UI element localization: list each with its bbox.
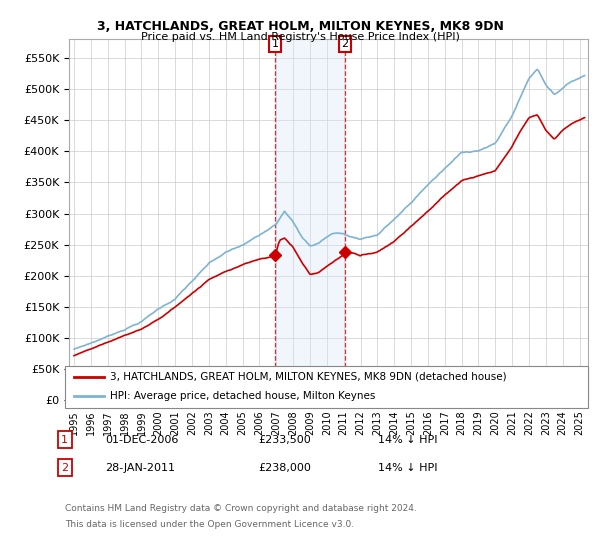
Text: 14% ↓ HPI: 14% ↓ HPI xyxy=(378,435,437,445)
Text: HPI: Average price, detached house, Milton Keynes: HPI: Average price, detached house, Milt… xyxy=(110,391,375,402)
Text: 01-DEC-2006: 01-DEC-2006 xyxy=(105,435,178,445)
Text: 3, HATCHLANDS, GREAT HOLM, MILTON KEYNES, MK8 9DN: 3, HATCHLANDS, GREAT HOLM, MILTON KEYNES… xyxy=(97,20,503,32)
Text: £238,000: £238,000 xyxy=(258,463,311,473)
Bar xyxy=(275,39,345,400)
Text: 2: 2 xyxy=(341,39,349,49)
Text: Contains HM Land Registry data © Crown copyright and database right 2024.: Contains HM Land Registry data © Crown c… xyxy=(65,504,416,513)
Text: Price paid vs. HM Land Registry's House Price Index (HPI): Price paid vs. HM Land Registry's House … xyxy=(140,32,460,43)
Text: This data is licensed under the Open Government Licence v3.0.: This data is licensed under the Open Gov… xyxy=(65,520,354,529)
Text: 1: 1 xyxy=(271,39,278,49)
Text: 1: 1 xyxy=(61,435,68,445)
Text: £233,500: £233,500 xyxy=(258,435,311,445)
Text: 2: 2 xyxy=(61,463,68,473)
Text: 28-JAN-2011: 28-JAN-2011 xyxy=(105,463,175,473)
Text: 14% ↓ HPI: 14% ↓ HPI xyxy=(378,463,437,473)
Text: 3, HATCHLANDS, GREAT HOLM, MILTON KEYNES, MK8 9DN (detached house): 3, HATCHLANDS, GREAT HOLM, MILTON KEYNES… xyxy=(110,372,506,382)
